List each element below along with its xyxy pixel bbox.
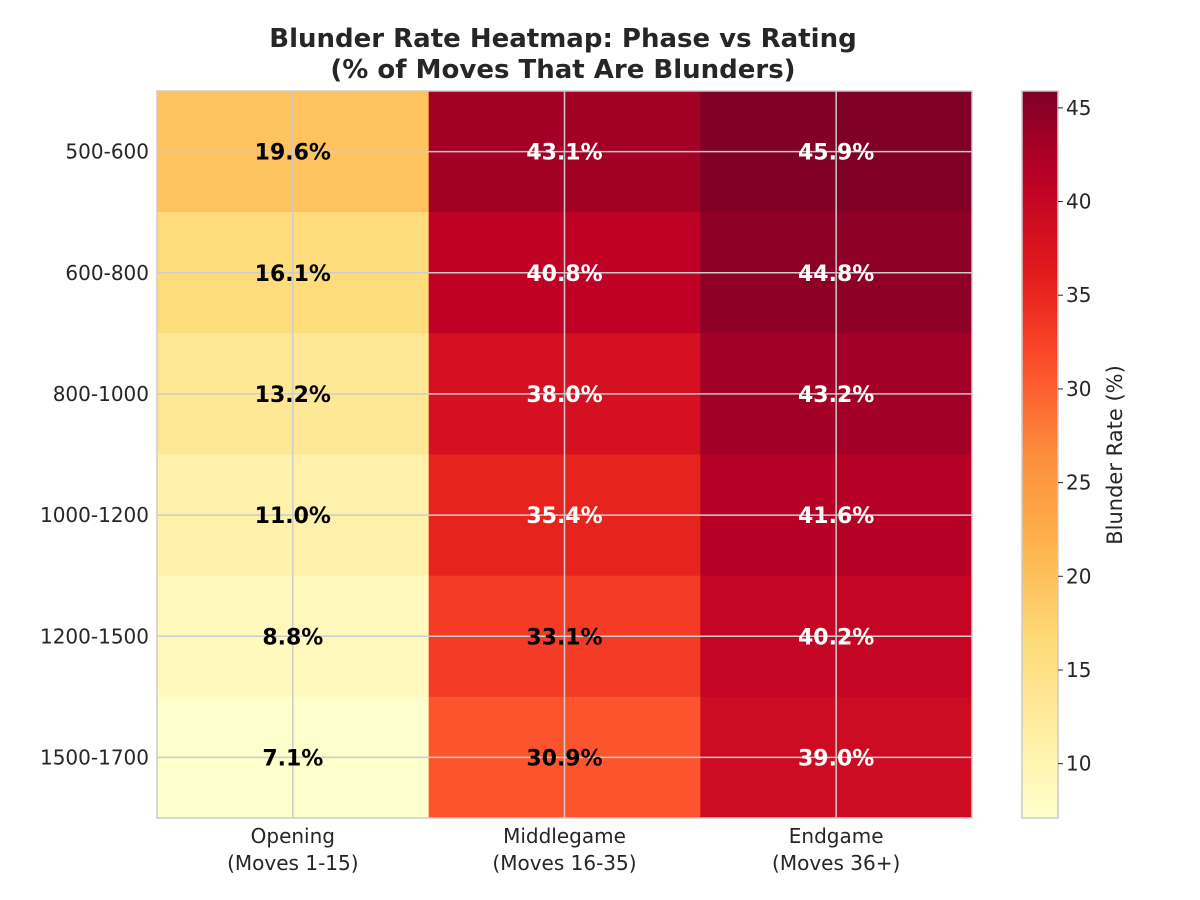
cell-value-label: 38.0% bbox=[526, 383, 602, 408]
grid-lines bbox=[157, 91, 972, 818]
chart-title-line1: Blunder Rate Heatmap: Phase vs Rating bbox=[269, 24, 856, 54]
x-axis-ticks: Opening (Moves 1-15) Middlegame (Moves 16-3… bbox=[227, 824, 900, 875]
cell-value-label: 43.1% bbox=[526, 141, 602, 166]
colorbar-tick-label: 30 bbox=[1066, 377, 1091, 401]
cell-value-label: 43.2% bbox=[798, 383, 874, 408]
y-tick-label: 800-1000 bbox=[53, 382, 149, 406]
x-tick-sublabel: (Moves 36+) bbox=[772, 851, 900, 875]
cell-value-label: 40.8% bbox=[526, 262, 602, 287]
cell-value-label: 33.1% bbox=[526, 625, 602, 650]
colorbar-ticks: 10 15 20 25 30 35 40 45 bbox=[1058, 96, 1091, 776]
cell-value-label: 19.6% bbox=[255, 141, 331, 166]
colorbar-tick-label: 25 bbox=[1066, 471, 1091, 495]
x-tick-label: Middlegame bbox=[503, 824, 626, 848]
x-tick-label: Opening bbox=[251, 824, 335, 848]
cell-value-label: 39.0% bbox=[798, 746, 874, 771]
colorbar-tick-label: 40 bbox=[1066, 190, 1091, 214]
cell-value-label: 13.2% bbox=[255, 383, 331, 408]
colorbar-label: Blunder Rate (%) bbox=[1103, 365, 1127, 545]
cell-value-label: 7.1% bbox=[262, 746, 323, 771]
colorbar-tick-label: 45 bbox=[1066, 96, 1091, 120]
cell-value-label: 44.8% bbox=[798, 262, 874, 287]
cell-value-label: 11.0% bbox=[255, 504, 331, 529]
cell-value-label: 45.9% bbox=[798, 141, 874, 166]
cell-value-label: 40.2% bbox=[798, 625, 874, 650]
cell-value-label: 35.4% bbox=[526, 504, 602, 529]
x-tick-sublabel: (Moves 16-35) bbox=[492, 851, 636, 875]
y-tick-label: 1500-1700 bbox=[40, 745, 149, 769]
colorbar-tick-label: 10 bbox=[1066, 752, 1091, 776]
colorbar-tick-label: 20 bbox=[1066, 564, 1091, 588]
colorbar-tick-label: 15 bbox=[1066, 658, 1091, 682]
x-tick-label: Endgame bbox=[789, 824, 884, 848]
cell-value-label: 41.6% bbox=[798, 504, 874, 529]
colorbar-tick-label: 35 bbox=[1066, 283, 1091, 307]
cell-value-label: 16.1% bbox=[255, 262, 331, 287]
y-tick-label: 1200-1500 bbox=[40, 624, 149, 648]
cell-value-label: 8.8% bbox=[262, 625, 323, 650]
y-tick-label: 1000-1200 bbox=[40, 503, 149, 527]
cell-value-label: 30.9% bbox=[526, 746, 602, 771]
y-axis-ticks: 500-600 600-800 800-1000 1000-1200 1200-1500… bbox=[40, 140, 149, 770]
chart-title-line2: (% of Moves That Are Blunders) bbox=[330, 55, 795, 85]
y-tick-label: 500-600 bbox=[65, 140, 149, 164]
colorbar bbox=[1021, 90, 1059, 819]
x-tick-sublabel: (Moves 1-15) bbox=[227, 851, 358, 875]
plot-frame bbox=[156, 90, 973, 819]
cell-labels: 19.6% 43.1% 45.9% 16.1% 40.8% 44.8% 13.2% 38.0%… bbox=[255, 141, 875, 772]
y-tick-label: 600-800 bbox=[65, 261, 149, 285]
